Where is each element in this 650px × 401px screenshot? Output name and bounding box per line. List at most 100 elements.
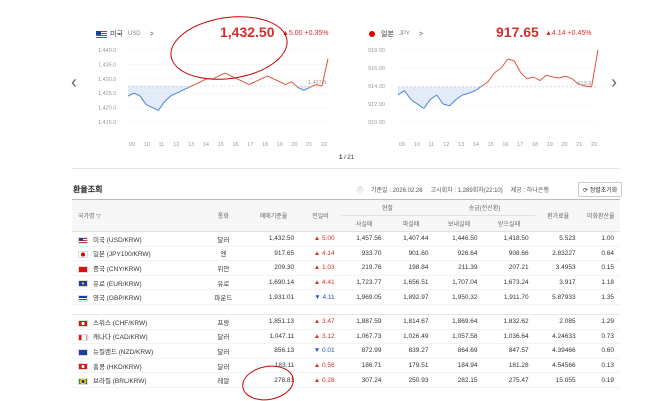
usd-line-segment bbox=[285, 81, 292, 86]
flag-icon bbox=[78, 294, 88, 302]
unit: 유로 bbox=[199, 275, 247, 291]
usd-line-segment bbox=[248, 81, 256, 86]
jpy-country-link[interactable]: 일본 JPY > bbox=[366, 29, 423, 39]
prev-change: ▲ 5.00 bbox=[300, 231, 341, 247]
cash-sell: 250.93 bbox=[387, 372, 435, 388]
us-flag-icon bbox=[96, 30, 107, 38]
unit: 엔 bbox=[199, 246, 247, 262]
table-row[interactable]: 캐나다 (CAD/KRW) 달러 1,047.11 ▲ 3.12 1,067.73 1,0… bbox=[72, 329, 620, 345]
table-row[interactable]: 스위스 (CHF/KRW) 프랑 1,851.13 ▲ 3.47 1,887.59 1,8… bbox=[72, 314, 620, 330]
prev-arrow-icon[interactable]: ‹ bbox=[71, 72, 77, 92]
receive: 1,418.50 bbox=[483, 231, 535, 247]
table-row[interactable]: 미국 (USD/KRW) 달러 1,432.50 ▲ 5.00 1,457.56 1,40… bbox=[72, 231, 620, 247]
currency-name[interactable]: 미국 (USD/KRW) bbox=[93, 236, 142, 244]
currency-name[interactable]: 캐나다 (CAD/KRW) bbox=[93, 334, 148, 342]
currency-name[interactable]: 유로 (EUR/KRW) bbox=[93, 280, 142, 288]
usd-area-fill bbox=[134, 86, 141, 97]
usd-rate: 1.00 bbox=[581, 231, 620, 247]
exchange-fee: 2.085 bbox=[534, 314, 582, 330]
table-row[interactable]: 뉴질랜드 (NZD/KRW) 달러 856.13 ▼ 0.01 872.99 839.27… bbox=[72, 343, 620, 359]
usd-line-segment bbox=[315, 84, 323, 87]
jpy-rate-change: ▲4.14 +0.45% bbox=[545, 30, 592, 37]
usd-x-tick: 10 bbox=[144, 142, 150, 148]
jpy-area-fill bbox=[456, 86, 463, 100]
jpy-x-tick: 12 bbox=[443, 142, 449, 148]
usd-rate: 0.19 bbox=[581, 372, 620, 388]
jpy-line-segment bbox=[507, 58, 515, 62]
exchange-fee: 4.24633 bbox=[534, 329, 582, 345]
jpy-x-tick: 11 bbox=[429, 142, 435, 148]
usd-line-segment bbox=[273, 78, 280, 83]
jpy-line-segment bbox=[500, 58, 509, 69]
jpy-y-tick: 910.00 bbox=[368, 120, 385, 126]
jpy-chart-panel[interactable]: 일본 JPY > 917.65 ▲4.14 +0.45% 918.00 916.0… bbox=[366, 24, 606, 148]
usd-x-tick: 22 bbox=[321, 142, 327, 148]
jpy-line-segment bbox=[533, 76, 541, 82]
usd-x-tick: 16 bbox=[232, 142, 238, 148]
receive: 908.66 bbox=[483, 246, 535, 262]
base-rate: 917.65 bbox=[246, 246, 301, 262]
receive: 1,911.70 bbox=[483, 289, 535, 305]
usd-line-segment bbox=[261, 75, 268, 80]
jpy-x-tick: 15 bbox=[488, 142, 494, 148]
table-row[interactable]: 일본 (JPY100/KRW) 엔 917.65 ▲ 4.14 933.70 901.60… bbox=[72, 246, 620, 262]
exchange-fee: 3.4953 bbox=[534, 260, 582, 276]
jpy-area-fill bbox=[430, 86, 437, 100]
unit: 달러 bbox=[199, 343, 247, 359]
jpy-area-fill bbox=[462, 86, 469, 95]
col-receive: 받으실때 bbox=[483, 215, 535, 232]
usd-line-segment bbox=[236, 78, 244, 83]
usd-line-segment bbox=[182, 86, 189, 91]
usd-x-tick: 13 bbox=[188, 142, 194, 148]
exchange-fee: 3.917 bbox=[534, 275, 582, 291]
table-row[interactable]: 중국 (CNY/KRW) 위안 209.30 ▲ 1.03 219.76 198.84 21… bbox=[72, 260, 620, 276]
usd-chart-panel[interactable]: 미국 USD > 1,432.50 ▲5.00 +0.35% 1,440.0 1,… bbox=[96, 24, 336, 148]
currency-name[interactable]: 뉴질랜드 (NZD/KRW) bbox=[93, 348, 154, 356]
cash-sell: 901.60 bbox=[387, 246, 435, 262]
usd-line-segment bbox=[303, 86, 311, 91]
receive: 1,673.24 bbox=[483, 275, 535, 291]
cash-buy: 1,723.77 bbox=[340, 275, 388, 291]
currency-name[interactable]: 스위스 (CHF/KRW) bbox=[93, 319, 148, 327]
base-rate: 856.13 bbox=[246, 343, 301, 359]
cash-sell: 1,656.51 bbox=[387, 275, 435, 291]
base-rate: 1,047.11 bbox=[246, 329, 301, 345]
reset-sort-button[interactable]: ⟳ 정렬초기화 bbox=[578, 182, 623, 197]
currency-name[interactable]: 영국 (GBP/KRW) bbox=[93, 295, 142, 303]
currency-name[interactable]: 브라질 (BRL/KRW) bbox=[93, 378, 147, 386]
jpy-line-segment bbox=[475, 85, 483, 91]
jpy-area-fill bbox=[475, 86, 482, 91]
receive: 1,832.62 bbox=[483, 314, 535, 330]
usd-area-fill bbox=[140, 86, 147, 105]
send: 184.94 bbox=[434, 358, 484, 374]
col-country[interactable]: 국가명 ▽ bbox=[72, 199, 200, 232]
usd-rate: 1.35 bbox=[581, 289, 620, 305]
table-row[interactable]: 홍콩 (HKD/KRW) 달러 183.11 ▲ 0.56 186.71 179.51 18… bbox=[72, 358, 620, 374]
notice-round: 고시회차 : 1,289회차(22:10) bbox=[430, 188, 503, 194]
usd-x-tick: 17 bbox=[247, 142, 253, 148]
usd-y-tick: 1,430.0 bbox=[98, 77, 116, 83]
table-row[interactable]: 영국 (GBP/KRW) 파운드 1,931.01 ▼ 4.11 1,969.05 1,8… bbox=[72, 289, 620, 305]
usd-area-fill bbox=[158, 86, 165, 111]
usd-line-segment bbox=[321, 58, 329, 87]
jpy-line-segment bbox=[481, 81, 489, 87]
next-arrow-icon[interactable]: › bbox=[611, 72, 617, 92]
cash-buy: 1,067.73 bbox=[340, 329, 388, 345]
cash-sell: 1,814.67 bbox=[387, 314, 435, 330]
jpy-area-fill bbox=[410, 86, 418, 104]
jpy-y-tick: 912.00 bbox=[368, 102, 385, 108]
currency-name[interactable]: 일본 (JPY100/KRW) bbox=[93, 251, 151, 259]
usd-x-tick: 21 bbox=[306, 142, 312, 148]
currency-name[interactable]: 중국 (CNY/KRW) bbox=[93, 265, 142, 273]
prev-change: ▲ 0.28 bbox=[300, 372, 341, 388]
currency-name[interactable]: 홍콩 (HKD/KRW) bbox=[93, 363, 142, 371]
table-row[interactable]: 유로 (EUR/KRW) 유로 1,690.14 ▲ 4.41 1,723.77 1,65… bbox=[72, 275, 620, 291]
unit: 달러 bbox=[199, 358, 247, 374]
usd-y-tick: 1,425.0 bbox=[98, 91, 116, 97]
exchange-fee: 5.87933 bbox=[534, 289, 582, 305]
cash-buy: 307.24 bbox=[340, 372, 388, 388]
table-row[interactable]: 브라질 (BRL/KRW) 레알 278.81 ▲ 0.28 307.24 250.93 2… bbox=[72, 372, 620, 388]
usd-line-segment bbox=[164, 95, 171, 103]
usd-country-link[interactable]: 미국 USD > bbox=[96, 29, 154, 39]
usd-line-segment bbox=[152, 107, 159, 111]
